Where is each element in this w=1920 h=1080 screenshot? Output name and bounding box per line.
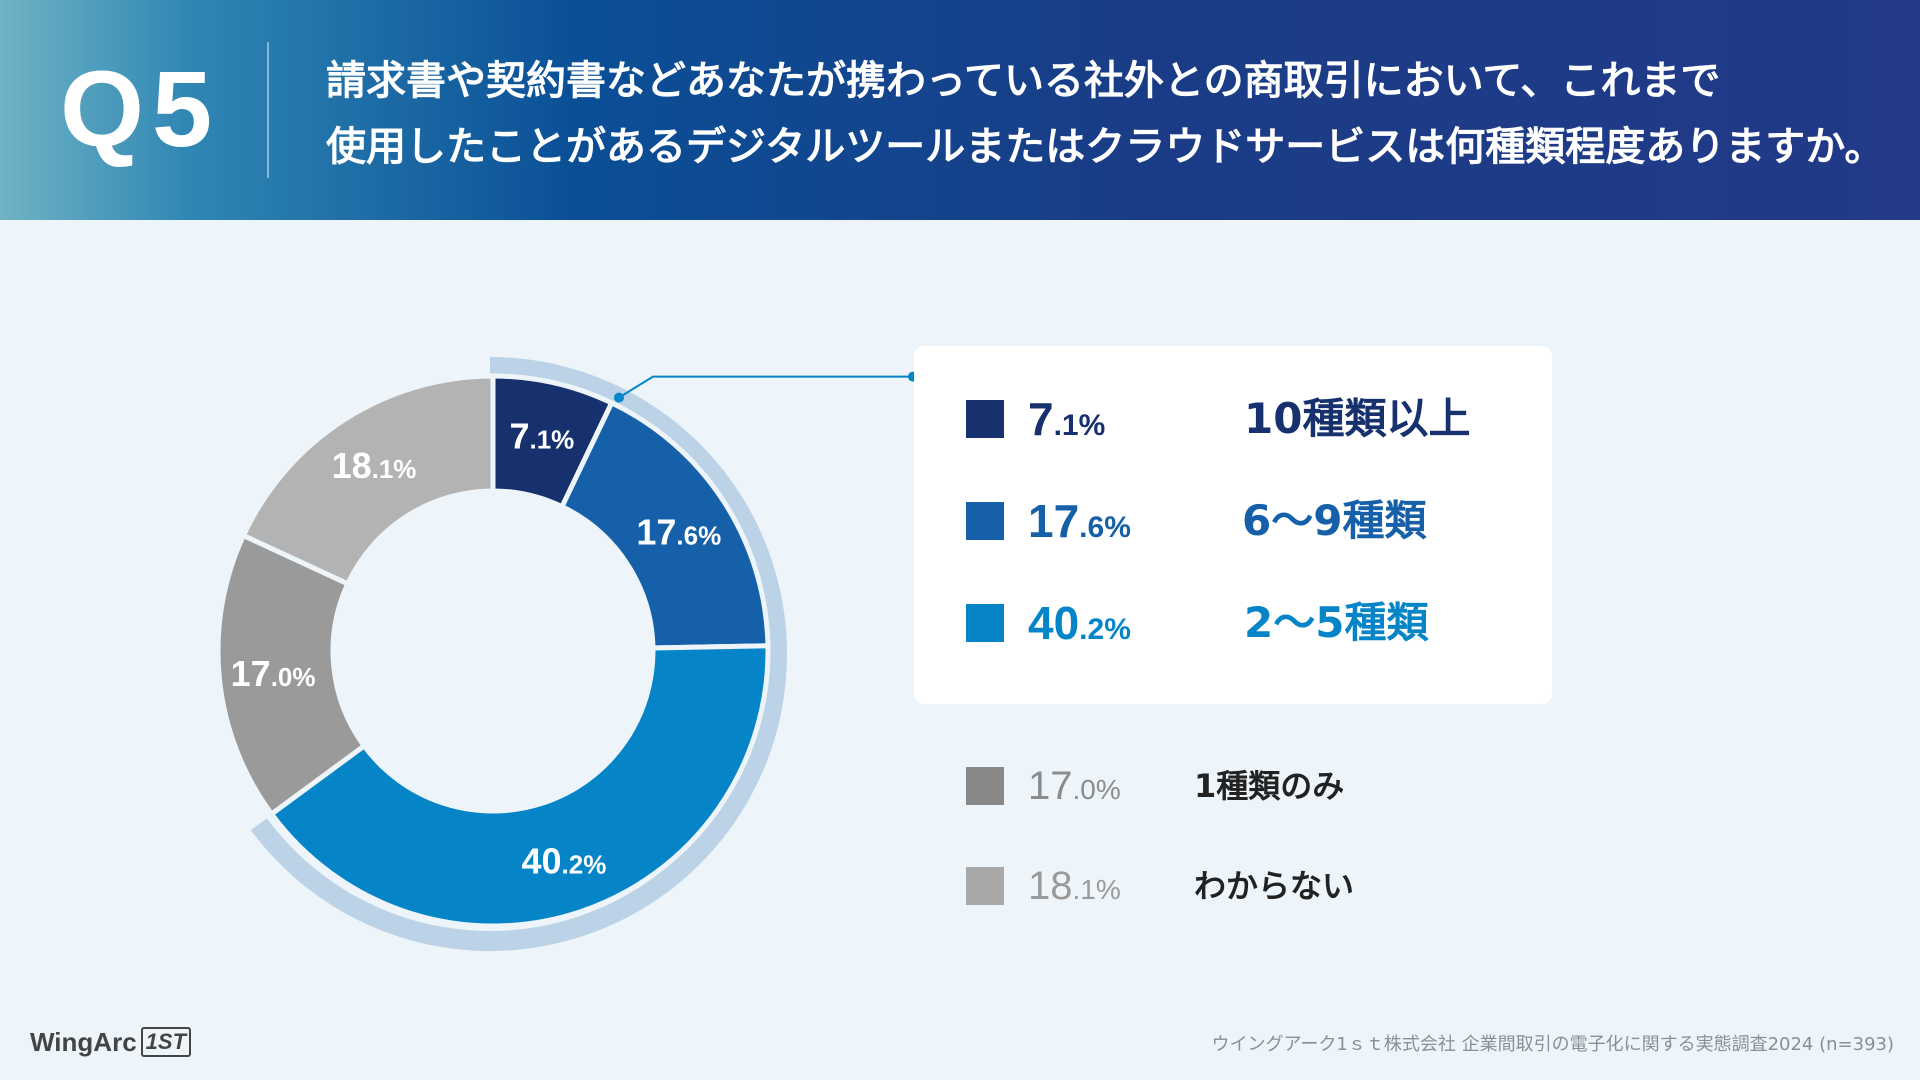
slice-label: 7.1% [509,416,574,457]
legend-percent: 18.1% [1028,864,1121,908]
legend-swatch [966,767,1004,805]
legend-percent: 40.2% [1028,597,1131,649]
legend-label: 2〜5種類 [1244,598,1429,647]
legend-item-unknown: 18.1% わからない [966,851,1466,911]
legend-swatch [966,867,1004,905]
legend-highlight-box: 7.1% 10種類以上 17.6% 6〜9種類 40.2% 2〜5種類 [914,346,1552,704]
legend-label: わからない [1194,867,1355,905]
question-line-1: 請求書や契約書などあなたが携わっている社外との商取引において、これまで [326,58,1721,104]
slice-label: 17.6% [636,511,721,552]
legend-swatch [966,400,1004,438]
legend-item-1: 17.0% 1種類のみ [966,751,1466,811]
legend-label: 1種類のみ [1194,767,1345,805]
legend-percent: 17.0% [1028,764,1121,808]
donut-chart: 7.1% 17.6% 40.2% 17.0% 18.1% [215,357,918,951]
slice-6to9 [558,399,771,651]
legend-label: 6〜9種類 [1242,496,1427,545]
slice-label: 17.0% [231,653,316,694]
slice-2to5 [268,643,771,929]
question-text: 請求書や契約書などあなたが携わっている社外との商取引において、これまで 使用した… [326,48,1886,180]
header-banner: Q5 請求書や契約書などあなたが携わっている社外との商取引において、これまで 使… [0,0,1920,220]
slice-label: 18.1% [332,445,417,486]
legend-percent: 17.6% [1028,495,1131,547]
leader-dot-start [614,392,624,403]
legend-swatch [966,502,1004,540]
wingarc-logo: WingArc 1ST [30,1022,192,1062]
question-line-2: 使用したことがあるデジタルツールまたはクラウドサービスは何種類程度ありますか。 [326,124,1885,170]
legend-swatch [966,604,1004,642]
slice-label: 40.2% [521,840,606,881]
logo-mark: 1ST [140,1027,192,1057]
legend-percent: 7.1% [1028,393,1106,445]
leader-line [618,375,913,399]
slice-1 [215,532,368,818]
legend-label: 10種類以上 [1244,394,1471,443]
source-note: ウイングアーク1ｓｔ株式会社 企業間取引の電子化に関する実態調査2024 (n=… [1211,1034,1894,1055]
header-divider [267,42,269,178]
question-number: Q5 [60,48,221,169]
slice-unknown [240,373,496,588]
logo-text: WingArc [30,1026,137,1057]
